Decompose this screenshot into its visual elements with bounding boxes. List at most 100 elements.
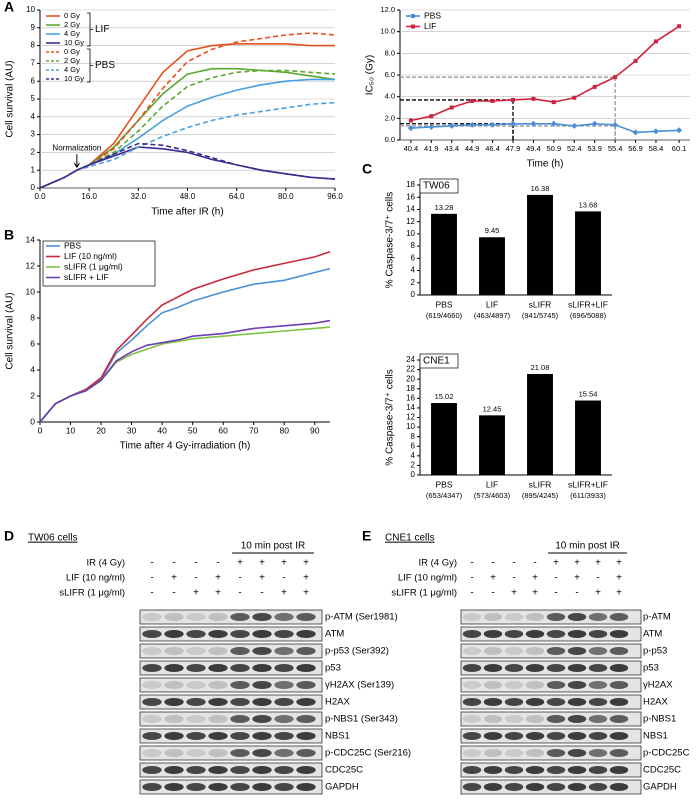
blot-band <box>483 630 503 638</box>
legend-label: PBS <box>64 240 81 250</box>
value-label: 9.45 <box>485 226 500 235</box>
blot-band <box>483 647 503 655</box>
blot-band <box>274 613 294 621</box>
blot-band <box>230 664 250 672</box>
y-tick-label: 4.0 <box>385 92 395 101</box>
blot-band <box>274 715 294 723</box>
y-axis-label: Cell survival (AU) <box>5 292 16 369</box>
blot-header: 10 min post IR <box>555 541 619 552</box>
blot-band <box>208 613 228 621</box>
blot-band <box>252 613 272 621</box>
chart-title: CNE1 <box>423 356 450 367</box>
blot-band <box>230 749 250 757</box>
y-tick-label: 24 <box>406 355 415 364</box>
x-tick-label: 46.4 <box>485 144 500 153</box>
condition-label: LIF (10 ng/ml) <box>66 573 125 584</box>
x-tick-sublabel: (653/4347) <box>426 491 463 500</box>
condition-sign: + <box>616 573 622 584</box>
blot-band <box>462 732 482 740</box>
blot-band <box>462 698 482 706</box>
blot-band <box>252 783 272 791</box>
y-tick-label: 12 <box>406 413 415 422</box>
blot-band <box>609 715 629 723</box>
point <box>490 99 495 103</box>
condition-sign: + <box>511 588 517 599</box>
condition-sign: - <box>282 573 285 584</box>
blot-band <box>588 749 608 757</box>
y-tick-label: 4 <box>31 112 36 121</box>
blot-band <box>164 630 184 638</box>
blot-band <box>609 732 629 740</box>
point <box>469 121 476 128</box>
blot-band <box>164 766 184 774</box>
legend-group-label: LIF <box>95 24 109 35</box>
blot-title: TW06 cells <box>28 533 77 544</box>
bar <box>575 211 601 295</box>
point <box>550 120 557 127</box>
bar <box>431 403 457 475</box>
condition-sign: + <box>281 588 287 599</box>
blot-band <box>208 681 228 689</box>
condition-sign: - <box>491 588 494 599</box>
blot-band <box>546 698 566 706</box>
blot-band <box>609 681 629 689</box>
x-tick-sublabel: (619/4660) <box>426 311 463 320</box>
blot-band <box>504 681 524 689</box>
blot-band <box>525 647 545 655</box>
blot-band <box>296 732 316 740</box>
blot-band <box>609 664 629 672</box>
condition-sign: + <box>574 573 580 584</box>
blot-band <box>588 698 608 706</box>
condition-sign: - <box>150 588 153 599</box>
bar <box>527 194 553 295</box>
point <box>530 120 537 127</box>
series-line <box>410 122 680 134</box>
x-tick-label: 90 <box>310 425 320 435</box>
blot-band <box>142 613 162 621</box>
legend-label: sLIFR + LIF <box>64 272 109 282</box>
legend-label: 0 Gy <box>64 11 80 20</box>
y-tick-label: 6 <box>411 253 416 262</box>
blot-band <box>208 783 228 791</box>
point <box>449 105 454 110</box>
condition-sign: - <box>491 558 494 569</box>
series-line <box>39 319 331 423</box>
point <box>448 122 455 129</box>
blot-band <box>567 732 587 740</box>
point <box>676 127 683 134</box>
blot-band <box>208 698 228 706</box>
blot-band <box>504 647 524 655</box>
x-tick-label: 47.9 <box>506 144 521 153</box>
point <box>571 122 578 129</box>
blot-band <box>230 715 250 723</box>
blot-band <box>588 715 608 723</box>
x-tick-label: sLIFR <box>529 479 552 489</box>
x-tick-label: LIF <box>486 299 498 309</box>
value-label: 15.02 <box>435 392 454 401</box>
point <box>429 114 434 119</box>
blot-band <box>504 749 524 757</box>
blot-band <box>462 749 482 757</box>
blot-band <box>252 732 272 740</box>
blot-band <box>274 630 294 638</box>
condition-label: IR (4 Gy) <box>418 558 457 569</box>
y-tick-label: 2 <box>411 278 416 287</box>
y-tick-label: 10.0 <box>380 27 395 36</box>
blot-band <box>588 630 608 638</box>
blot-band <box>296 664 316 672</box>
blot-band <box>525 783 545 791</box>
blot-band <box>186 783 206 791</box>
series-line <box>39 78 335 189</box>
blot-band <box>142 732 162 740</box>
blot-band <box>164 783 184 791</box>
blot-band <box>525 630 545 638</box>
legend-bracket <box>87 12 93 47</box>
y-tick-label: 3 <box>31 130 36 139</box>
blot-band <box>208 732 228 740</box>
blot-band <box>483 613 503 621</box>
condition-sign: - <box>470 588 473 599</box>
condition-sign: - <box>260 588 263 599</box>
blot-header: 10 min post IR <box>241 541 305 552</box>
y-tick-label: 22 <box>406 365 415 374</box>
point <box>531 96 536 101</box>
